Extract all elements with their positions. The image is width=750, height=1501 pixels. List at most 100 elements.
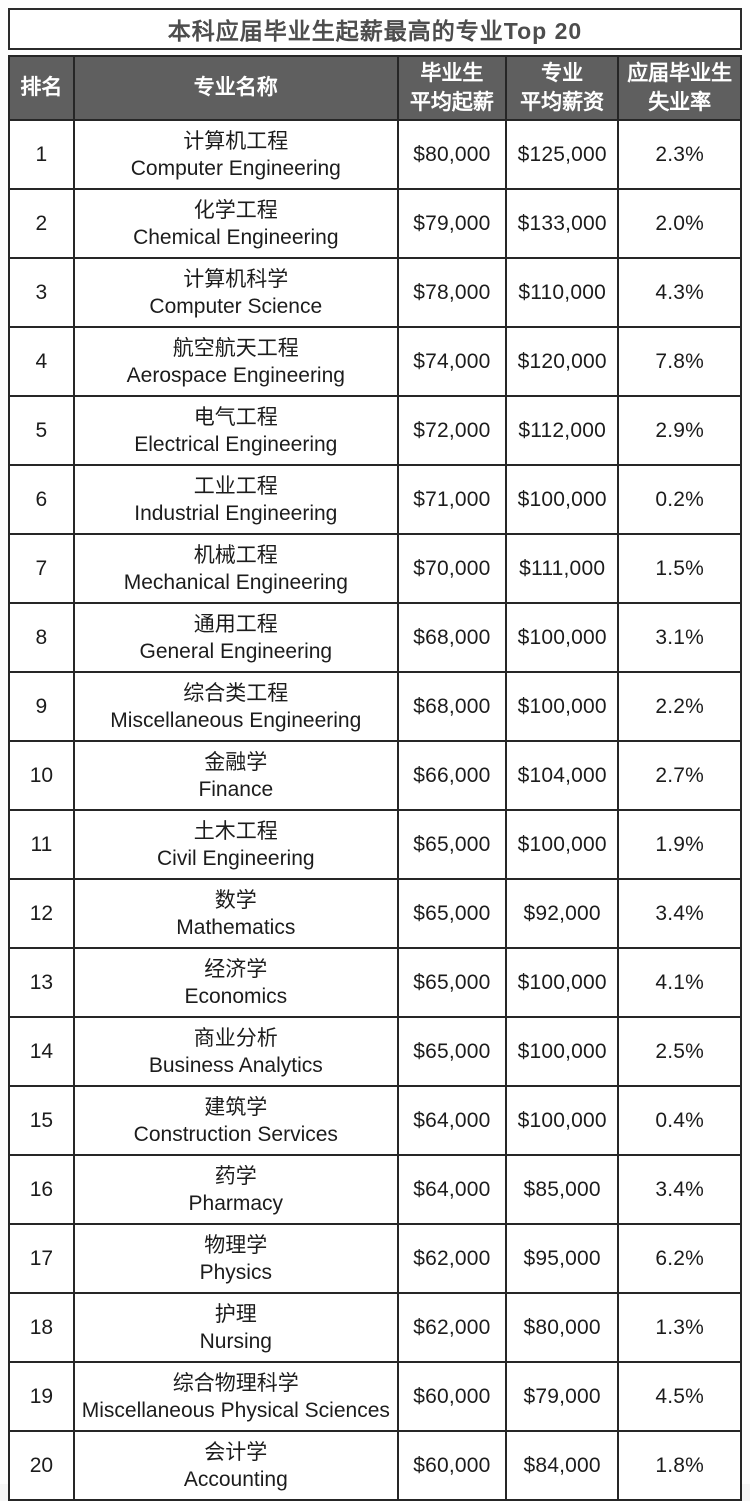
major-name-en: Business Analytics (148, 1053, 323, 1077)
starting-salary-cell: $68,000 (396, 602, 507, 673)
average-salary-cell: $92,000 (504, 878, 620, 949)
average-salary-cell: $133,000 (504, 188, 620, 259)
unemployment-rate-cell: 4.3% (617, 257, 742, 328)
average-salary-cell: $120,000 (504, 326, 620, 397)
major-name-en: Accounting (183, 1467, 288, 1491)
unemployment-rate-cell: 2.9% (617, 395, 742, 466)
starting-salary-cell: $80,000 (396, 119, 507, 190)
major-name-zh: 药学 (214, 1164, 257, 1188)
table-row: 2 化学工程 Chemical Engineering $79,000 $133… (8, 188, 742, 259)
table-row: 1 计算机工程 Computer Engineering $80,000 $12… (8, 119, 742, 190)
average-salary-cell: $104,000 (504, 740, 620, 811)
major-name-zh: 建筑学 (204, 1095, 268, 1119)
table-row: 17 物理学 Physics $62,000 $95,000 6.2% (8, 1223, 742, 1294)
rank-cell: 5 (8, 395, 75, 466)
major-cell: 计算机工程 Computer Engineering (72, 119, 399, 190)
major-name-zh: 通用工程 (193, 612, 278, 636)
rank-cell: 8 (8, 602, 75, 673)
starting-salary-cell: $66,000 (396, 740, 507, 811)
major-cell: 工业工程 Industrial Engineering (72, 464, 399, 535)
table-row: 5 电气工程 Electrical Engineering $72,000 $1… (8, 395, 742, 466)
rank-cell: 4 (8, 326, 75, 397)
starting-salary-cell: $60,000 (396, 1430, 507, 1501)
salary-table: 排名 专业名称 毕业生 平均起薪 专业 平均薪资 应届毕业生 失业率 1 计算机… (8, 55, 742, 1501)
table-row: 12 数学 Mathematics $65,000 $92,000 3.4% (8, 878, 742, 949)
starting-salary-cell: $79,000 (396, 188, 507, 259)
starting-salary-cell: $68,000 (396, 671, 507, 742)
major-cell: 建筑学 Construction Services (72, 1085, 399, 1156)
rank-cell: 16 (8, 1154, 75, 1225)
major-name-zh: 电气工程 (193, 405, 278, 429)
major-cell: 航空航天工程 Aerospace Engineering (72, 326, 399, 397)
major-cell: 药学 Pharmacy (72, 1154, 399, 1225)
major-name-zh: 会计学 (204, 1440, 268, 1464)
starting-salary-cell: $70,000 (396, 533, 507, 604)
major-cell: 数学 Mathematics (72, 878, 399, 949)
major-name-zh: 计算机工程 (183, 129, 289, 153)
major-name-en: Computer Science (149, 294, 323, 318)
average-salary-cell: $79,000 (504, 1361, 620, 1432)
table-row: 8 通用工程 General Engineering $68,000 $100,… (8, 602, 742, 673)
starting-salary-cell: $65,000 (396, 809, 507, 880)
starting-salary-cell: $60,000 (396, 1361, 507, 1432)
starting-salary-cell: $64,000 (396, 1154, 507, 1225)
average-salary-cell: $80,000 (504, 1292, 620, 1363)
major-name-zh: 化学工程 (193, 198, 278, 222)
average-salary-cell: $84,000 (504, 1430, 620, 1501)
major-name-zh: 经济学 (204, 957, 268, 981)
unemployment-rate-cell: 2.3% (617, 119, 742, 190)
rank-cell: 3 (8, 257, 75, 328)
rank-cell: 19 (8, 1361, 75, 1432)
major-cell: 护理 Nursing (72, 1292, 399, 1363)
table-row: 6 工业工程 Industrial Engineering $71,000 $1… (8, 464, 742, 535)
unemployment-rate-cell: 2.2% (617, 671, 742, 742)
table-body: 1 计算机工程 Computer Engineering $80,000 $12… (8, 119, 742, 1501)
average-salary-cell: $112,000 (504, 395, 620, 466)
starting-salary-cell: $78,000 (396, 257, 507, 328)
rank-cell: 17 (8, 1223, 75, 1294)
table-row: 4 航空航天工程 Aerospace Engineering $74,000 $… (8, 326, 742, 397)
header-row: 排名 专业名称 毕业生 平均起薪 专业 平均薪资 应届毕业生 失业率 (8, 55, 742, 121)
rank-cell: 1 (8, 119, 75, 190)
major-name-en: Mathematics (176, 915, 296, 939)
rank-cell: 11 (8, 809, 75, 880)
starting-salary-cell: $62,000 (396, 1292, 507, 1363)
header-average-salary: 专业 平均薪资 (504, 55, 620, 121)
unemployment-rate-cell: 1.3% (617, 1292, 742, 1363)
starting-salary-cell: $71,000 (396, 464, 507, 535)
unemployment-rate-cell: 2.0% (617, 188, 742, 259)
average-salary-cell: $100,000 (504, 671, 620, 742)
average-salary-cell: $100,000 (504, 947, 620, 1018)
major-cell: 电气工程 Electrical Engineering (72, 395, 399, 466)
major-name-zh: 综合物理科学 (172, 1371, 299, 1395)
major-name-zh: 数学 (214, 888, 257, 912)
major-name-zh: 护理 (214, 1302, 257, 1326)
major-name-en: Physics (199, 1260, 272, 1284)
major-name-zh: 土木工程 (193, 819, 278, 843)
major-name-en: Civil Engineering (157, 846, 315, 870)
average-salary-cell: $85,000 (504, 1154, 620, 1225)
table-row: 20 会计学 Accounting $60,000 $84,000 1.8% (8, 1430, 742, 1501)
unemployment-rate-cell: 7.8% (617, 326, 742, 397)
table-row: 3 计算机科学 Computer Science $78,000 $110,00… (8, 257, 742, 328)
starting-salary-cell: $64,000 (396, 1085, 507, 1156)
table-row: 7 机械工程 Mechanical Engineering $70,000 $1… (8, 533, 742, 604)
rank-cell: 2 (8, 188, 75, 259)
major-name-en: General Engineering (139, 639, 333, 663)
unemployment-rate-cell: 2.5% (617, 1016, 742, 1087)
unemployment-rate-cell: 4.1% (617, 947, 742, 1018)
major-cell: 综合物理科学 Miscellaneous Physical Sciences (72, 1361, 399, 1432)
table-row: 11 土木工程 Civil Engineering $65,000 $100,0… (8, 809, 742, 880)
table-row: 16 药学 Pharmacy $64,000 $85,000 3.4% (8, 1154, 742, 1225)
major-name-en: Construction Services (133, 1122, 338, 1146)
major-name-en: Nursing (199, 1329, 272, 1353)
starting-salary-cell: $65,000 (396, 1016, 507, 1087)
major-cell: 土木工程 Civil Engineering (72, 809, 399, 880)
rank-cell: 20 (8, 1430, 75, 1501)
major-cell: 商业分析 Business Analytics (72, 1016, 399, 1087)
unemployment-rate-cell: 3.4% (617, 1154, 742, 1225)
major-name-en: Economics (184, 984, 288, 1008)
unemployment-rate-cell: 3.4% (617, 878, 742, 949)
starting-salary-cell: $74,000 (396, 326, 507, 397)
